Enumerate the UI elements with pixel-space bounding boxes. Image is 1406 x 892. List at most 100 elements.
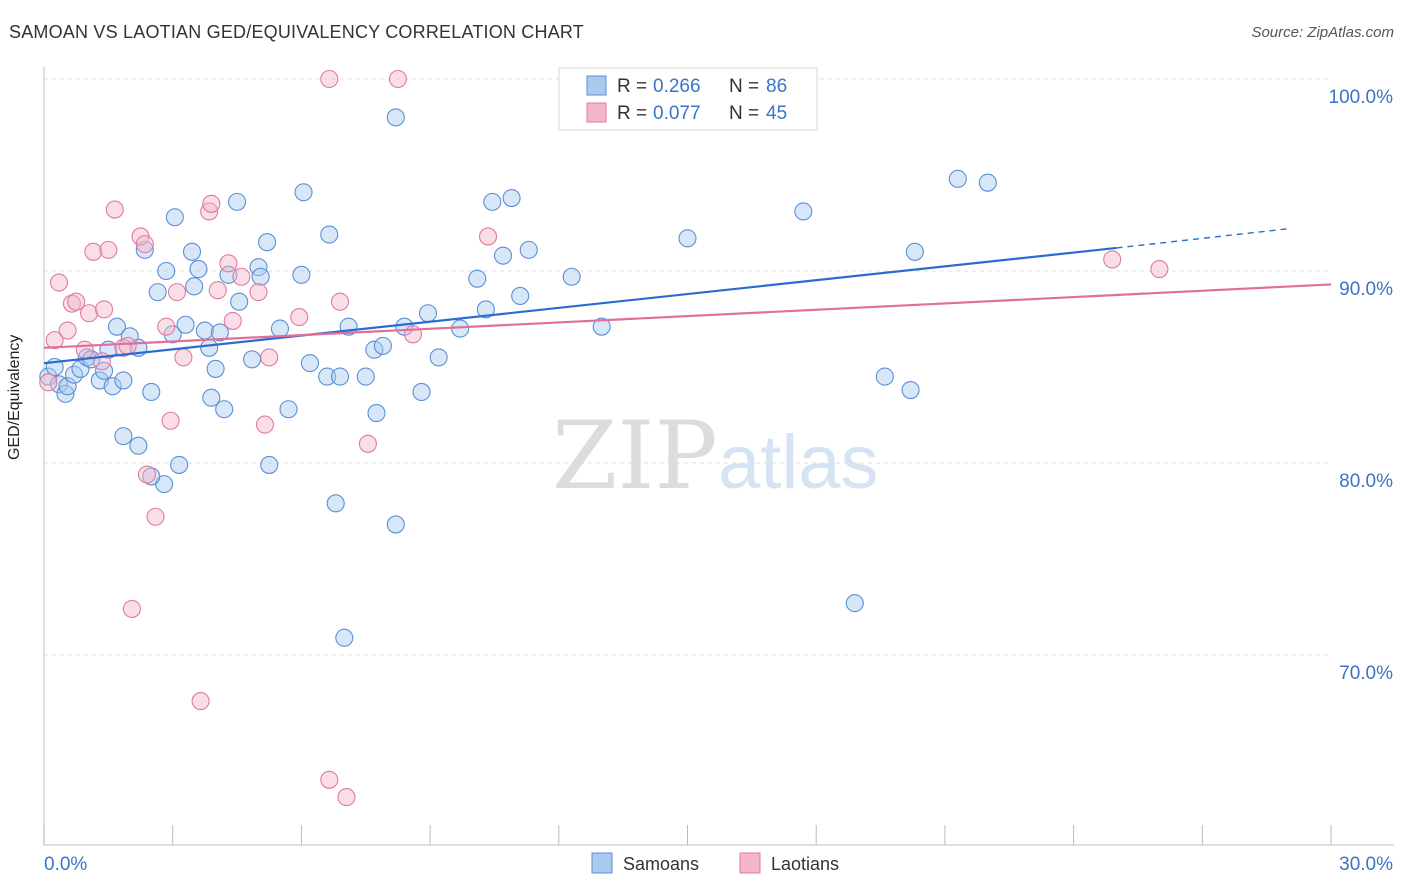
samoans-trend-line (43, 246, 1117, 365)
samoans-point (107, 317, 126, 336)
laotians-point (174, 348, 193, 367)
series-legend: Samoans Laotians (591, 852, 839, 874)
samoans-point (418, 304, 438, 323)
laotians-point (135, 235, 154, 254)
legend-n-value-samoans: 86 (766, 76, 787, 97)
samoans-point (519, 240, 538, 259)
legend-r-value-laotians: 0.077 (653, 103, 701, 124)
laotians-point (208, 281, 227, 300)
trend-lines (43, 228, 1332, 365)
laotians-point (157, 317, 176, 336)
samoans-point (386, 108, 405, 127)
samoans-point (195, 321, 214, 340)
samoans-point (326, 494, 345, 513)
laotians-point (49, 273, 69, 292)
axes (43, 67, 1394, 846)
samoans-point (429, 348, 448, 367)
laotians-point (202, 194, 221, 213)
laotians-point (388, 69, 407, 89)
samoans-point (135, 240, 154, 259)
y-tick-labels: 70.0% 80.0% 90.0% 100.0% (1329, 87, 1394, 684)
laotians-point (290, 308, 309, 327)
samoans-point (905, 242, 924, 261)
samoans-point (206, 359, 225, 378)
samoans-point (320, 225, 339, 244)
samoans-point (335, 628, 354, 647)
watermark-zip: ZIP (552, 402, 718, 511)
laotians-point (146, 507, 165, 526)
laotians-point (67, 292, 86, 311)
stats-legend: R = 0.266 N = 86 R = 0.077 N = 45 (558, 67, 818, 131)
legend-r-label-laotians: R = (617, 103, 647, 124)
samoans-point (367, 404, 386, 423)
samoans-point (228, 192, 247, 211)
laotians-trend-line (43, 283, 1332, 349)
laotians-point (478, 227, 498, 246)
laotians-point (337, 788, 356, 807)
samoans-point (129, 436, 148, 455)
samoans-point (592, 317, 611, 336)
samoans-point (215, 400, 234, 419)
laotians-point (1103, 250, 1122, 269)
samoans-point (170, 455, 189, 474)
samoans-point (230, 292, 249, 311)
samoans-point (845, 594, 864, 613)
laotians-points (39, 69, 1169, 807)
samoans-point (185, 277, 204, 296)
watermark: ZIP atlas (552, 402, 879, 511)
samoans-point (318, 367, 337, 386)
samoans-point (251, 267, 270, 286)
samoans-point (202, 388, 221, 407)
laotians-point (137, 465, 157, 484)
samoans-point (114, 371, 133, 390)
laotians-point (79, 304, 99, 323)
samoans-point (483, 192, 502, 211)
samoans-points (39, 106, 997, 647)
laotians-point (105, 200, 124, 219)
samoans-point (163, 325, 182, 344)
samoans-point (330, 367, 350, 386)
samoans-trend-extension (1116, 228, 1289, 249)
samoans-point (468, 269, 487, 288)
samoans-point (493, 246, 513, 265)
samoans-point (356, 367, 375, 386)
laotians-point (219, 254, 238, 273)
samoans-point (142, 382, 161, 402)
laotians-point (1150, 260, 1169, 279)
samoans-point (794, 202, 813, 221)
laotians-point (122, 599, 141, 618)
laotians-point (75, 340, 94, 359)
y-tick-label: 100.0% (1329, 87, 1394, 108)
samoans-point (270, 319, 290, 338)
samoans-point (210, 323, 229, 342)
laotians-point (330, 292, 350, 311)
samoans-point (294, 183, 313, 202)
samoans-point (58, 377, 77, 396)
chart-title: SAMOAN VS LAOTIAN GED/EQUIVALENCY CORREL… (9, 22, 584, 42)
samoans-point (412, 382, 431, 402)
laotians-point (249, 283, 268, 302)
samoans-point (243, 350, 262, 369)
samoans-point (373, 336, 392, 355)
samoans-point (103, 377, 122, 396)
samoans-point (948, 169, 967, 188)
samoans-point (176, 315, 195, 334)
x-tick-label: 0.0% (44, 854, 87, 875)
laotians-point (232, 267, 251, 286)
laotians-point (58, 321, 77, 340)
legend-r-value-samoans: 0.266 (653, 76, 701, 97)
samoans-point (165, 208, 184, 227)
bottom-legend-swatch-samoans (591, 852, 613, 874)
samoans-point (260, 455, 279, 474)
samoans-point (182, 242, 202, 261)
laotians-point (161, 411, 180, 430)
samoans-point (258, 233, 277, 252)
samoans-point (386, 515, 405, 534)
y-tick-label: 70.0% (1339, 663, 1393, 684)
x-tick-label: 30.0% (1339, 854, 1393, 875)
samoans-point (300, 354, 320, 373)
samoans-point (978, 173, 997, 192)
samoans-point (476, 300, 495, 319)
laotians-point (118, 336, 137, 355)
